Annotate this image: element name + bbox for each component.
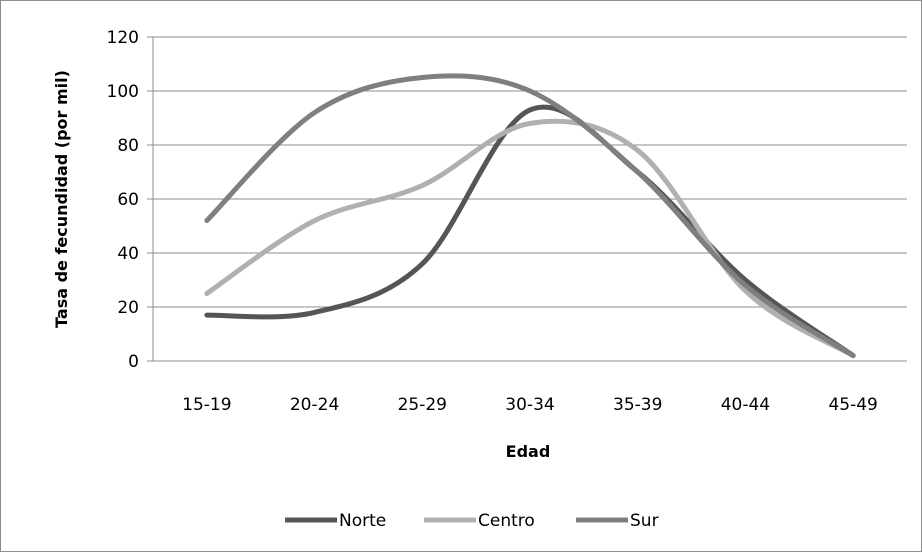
x-tick-label: 40-44 (721, 395, 770, 415)
legend-label-norte: Norte (339, 511, 386, 531)
y-tick-label: 100 (107, 82, 139, 102)
y-tick-label: 60 (117, 190, 139, 210)
series-lines (204, 73, 856, 359)
x-tick-labels: 15-19 20-24 25-29 30-34 35-39 40-44 45-49 (182, 395, 878, 415)
series-line-centro (204, 118, 856, 359)
legend: Norte Centro Sur (285, 511, 659, 531)
x-tick-label: 30-34 (505, 395, 554, 415)
y-axis-title: Tasa de fecundidad (por mil) (52, 70, 71, 328)
legend-label-sur: Sur (630, 511, 659, 531)
y-tick-labels: 0 20 40 60 80 100 120 (107, 28, 139, 372)
y-tick-label: 20 (117, 298, 139, 318)
gridlines (147, 36, 907, 362)
y-tick-label: 120 (107, 28, 139, 48)
x-axis-title: Edad (506, 442, 551, 461)
x-tick-label: 45-49 (828, 395, 877, 415)
legend-label-centro: Centro (478, 511, 535, 531)
y-tick-label: 80 (117, 136, 139, 156)
x-tick-label: 35-39 (613, 395, 662, 415)
x-tick-label: 15-19 (182, 395, 231, 415)
series-line-sur (204, 73, 856, 359)
x-tick-label: 20-24 (290, 395, 339, 415)
y-tick-label: 0 (128, 352, 139, 372)
y-tick-label: 40 (117, 244, 139, 264)
series-line-norte (204, 104, 856, 359)
x-tick-label: 25-29 (398, 395, 447, 415)
